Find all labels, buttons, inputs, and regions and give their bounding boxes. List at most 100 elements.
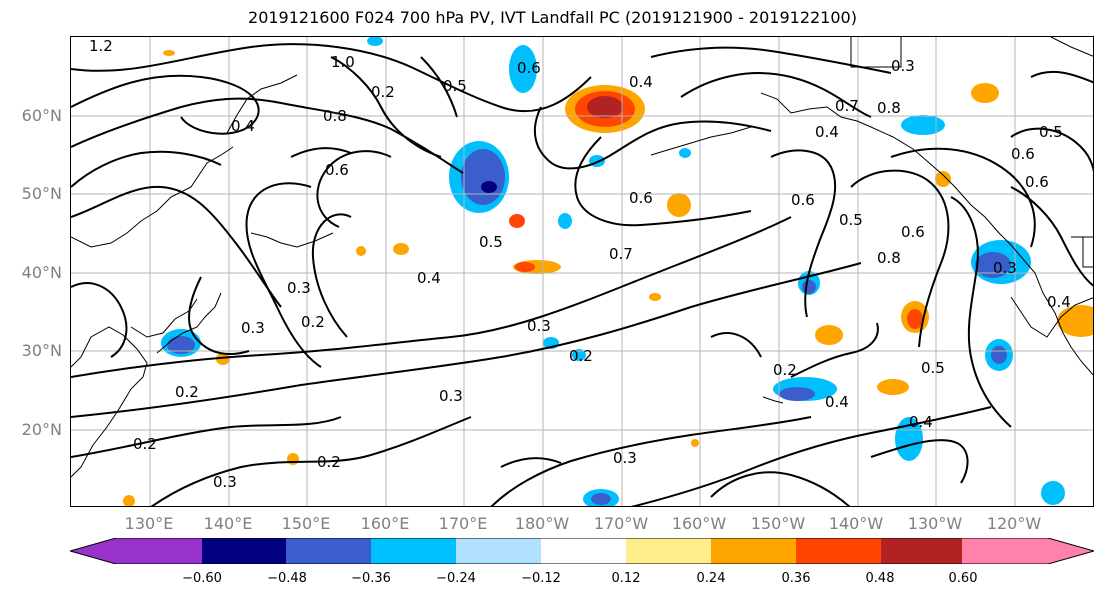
contour-labels: 1.2 1.0 0.8 0.4 0.2 0.6 0.5 0.3 0.2 0.3 … [89, 37, 1071, 491]
colorbar-tick: 0.36 [781, 571, 811, 586]
lon-label: 160°W [671, 514, 727, 533]
lon-label: 170°W [593, 514, 649, 533]
contour-label: 0.8 [323, 107, 347, 125]
negative-anomaly-patch [779, 387, 815, 401]
contour-label: 0.6 [791, 191, 815, 209]
contour-label: 0.3 [241, 319, 265, 337]
contour-label: 0.4 [815, 123, 839, 141]
lat-label: 20°N [21, 420, 62, 439]
contour-label: 0.6 [325, 161, 349, 179]
contour-label: 0.3 [439, 387, 463, 405]
contour-label: 0.4 [825, 393, 849, 411]
colorbar-segment [371, 538, 457, 564]
negative-anomaly-patch [679, 148, 691, 158]
contour-label: 0.2 [569, 347, 593, 365]
map-panel: 1.2 1.0 0.8 0.4 0.2 0.6 0.5 0.3 0.2 0.3 … [70, 36, 1094, 507]
lat-label: 50°N [21, 184, 62, 203]
lon-label: 150°E [281, 514, 331, 533]
contour-label: 0.8 [877, 99, 901, 117]
colorbar-segment [962, 538, 1094, 564]
positive-anomaly-patch [691, 439, 699, 447]
negative-anomaly-patch [558, 213, 572, 229]
lat-label: 60°N [21, 106, 62, 125]
negative-anomaly-patch [367, 37, 383, 46]
contour-label: 0.4 [231, 117, 255, 135]
lon-label: 120°W [986, 514, 1042, 533]
colorbar-segment [286, 538, 372, 564]
negative-anomaly-patch [591, 493, 611, 505]
contour-label: 0.6 [1011, 145, 1035, 163]
positive-anomaly-patch [667, 193, 691, 217]
contour-label: 0.4 [417, 269, 441, 287]
negative-anomaly-patch [802, 280, 816, 294]
colorbar-tick: −0.24 [436, 571, 476, 586]
negative-anomaly-patch [509, 45, 537, 93]
colorbar-tick: −0.12 [521, 571, 561, 586]
contour-label: 0.2 [133, 435, 157, 453]
positive-anomaly-patch [356, 246, 366, 256]
colorbar-tick: 0.24 [696, 571, 726, 586]
lon-label: 160°E [360, 514, 410, 533]
negative-anomaly-patch [1041, 481, 1065, 505]
lon-label: 140°E [203, 514, 253, 533]
positive-anomaly-patch [393, 243, 409, 255]
contour-label: 0.2 [301, 313, 325, 331]
contour-label: 0.6 [629, 189, 653, 207]
contour-label: 0.2 [773, 361, 797, 379]
lon-label: 130°W [907, 514, 963, 533]
negative-anomaly-patch [572, 349, 586, 361]
positive-anomaly-patch [123, 495, 135, 506]
colorbar-segment [70, 538, 202, 564]
map-title: 2019121600 F024 700 hPa PV, IVT Landfall… [248, 8, 857, 27]
lon-label: 170°E [438, 514, 488, 533]
shading-layer [123, 37, 1093, 506]
positive-anomaly-patch [649, 293, 661, 301]
contour-label: 0.3 [287, 279, 311, 297]
map-svg: 1.2 1.0 0.8 0.4 0.2 0.6 0.5 0.3 0.2 0.3 … [71, 37, 1093, 506]
contour-label: 0.3 [527, 317, 551, 335]
graticule [71, 37, 1093, 506]
colorbar-tick: 0.60 [948, 571, 978, 586]
colorbar-tick: 0.12 [611, 571, 641, 586]
colorbar-segment [541, 538, 627, 564]
colorbar-segment [796, 538, 882, 564]
positive-anomaly-patch [163, 50, 175, 56]
colorbar-segment [626, 538, 712, 564]
colorbar-segment [202, 538, 287, 564]
contour-label: 1.0 [331, 53, 355, 71]
negative-anomaly-patch [991, 346, 1007, 364]
negative-anomaly-patch [901, 115, 945, 135]
positive-anomaly-patch [587, 96, 623, 118]
negative-anomaly-patch [975, 252, 1011, 278]
colorbar-segment [711, 538, 797, 564]
contour-label: 0.5 [921, 359, 945, 377]
contour-label: 0.5 [1039, 123, 1063, 141]
positive-anomaly-patch [515, 262, 535, 272]
positive-anomaly-patch [877, 379, 909, 395]
positive-anomaly-patch [971, 83, 999, 103]
colorbar-tick: −0.48 [267, 571, 307, 586]
contour-label: 0.5 [479, 233, 503, 251]
contour-label: 0.7 [609, 245, 633, 263]
contour-label: 0.4 [629, 73, 653, 91]
colorbar-tick: −0.60 [182, 571, 222, 586]
contour-label: 0.5 [839, 211, 863, 229]
positive-anomaly-patch [216, 353, 230, 365]
contour-label: 0.3 [993, 259, 1017, 277]
contour-label: 0.3 [213, 473, 237, 491]
colorbar-tick: −0.36 [351, 571, 391, 586]
positive-anomaly-patch [815, 325, 843, 345]
lat-label: 30°N [21, 341, 62, 360]
negative-anomaly-patch [167, 336, 195, 354]
contour-label: 0.2 [371, 83, 395, 101]
lon-label: 150°W [750, 514, 806, 533]
contour-label: 1.2 [89, 37, 113, 55]
negative-anomaly-patch [481, 181, 497, 193]
contour-label: 0.4 [1047, 293, 1071, 311]
positive-anomaly-patch [907, 309, 923, 329]
colorbar-tick: 0.48 [865, 571, 895, 586]
contour-label: 0.7 [835, 97, 859, 115]
lat-label: 40°N [21, 263, 62, 282]
lon-label: 140°W [828, 514, 884, 533]
contour-label: 0.2 [317, 453, 341, 471]
